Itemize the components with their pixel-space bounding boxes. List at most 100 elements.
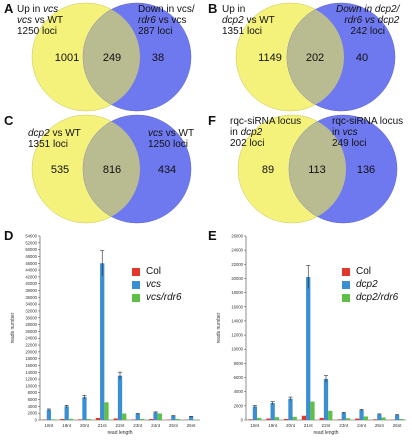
- y-tick-label: 14000: [25, 370, 37, 375]
- y-tick-label: 40000: [25, 281, 37, 286]
- venn-b-left-count: 1149: [258, 52, 282, 64]
- venn-b-overlap-count: 202: [305, 52, 325, 64]
- x-tick-label: 23nt: [339, 423, 349, 428]
- bar: [86, 418, 91, 420]
- bar: [284, 418, 289, 420]
- panel-label-a: A: [4, 1, 14, 16]
- venn-b-right-count: 40: [355, 52, 369, 64]
- bar: [355, 418, 360, 420]
- legend-label: vcs: [146, 279, 161, 290]
- venn-a-right-count: 38: [151, 52, 165, 64]
- legend-label: dcp2/rdr6: [356, 292, 399, 303]
- bar: [345, 418, 351, 420]
- x-axis-title: read length: [313, 430, 338, 436]
- y-tick-label: 4000: [28, 404, 38, 409]
- legend-d: Col vcs vcs/rdr6: [132, 266, 182, 305]
- venn-c-right-caption: vcs vs WT 1250 loci: [148, 128, 195, 150]
- venn-f-left-caption: rqc-siRNA locus in dcp2 202 loci: [230, 116, 302, 149]
- bar-chart-panel-e: E 0 2000 4000 6000 8000 10000 12000 14000 16000 1…: [206, 224, 412, 440]
- bar: [288, 398, 293, 420]
- bar: [363, 416, 368, 420]
- y-tick-label: 20000: [231, 276, 243, 281]
- y-tick-label: 22000: [25, 343, 37, 348]
- x-tick-label: 26nt: [393, 423, 403, 428]
- bar-chart-e: 0 2000 4000 6000 8000 10000 12000 14000 16000 180…: [216, 234, 406, 436]
- bar: [122, 413, 127, 420]
- y-tick-label: 36000: [25, 295, 37, 300]
- legend-swatch: [132, 293, 140, 302]
- legend-label: Col: [356, 266, 372, 277]
- x-tick-label: 20nt: [286, 423, 296, 428]
- bar: [306, 277, 311, 420]
- bar: [266, 418, 271, 420]
- bar: [68, 418, 74, 420]
- bar: [139, 418, 145, 420]
- venn-diagram-f: [237, 114, 398, 224]
- legend-swatch: [342, 293, 350, 302]
- bar: [394, 415, 400, 420]
- bar: [82, 397, 87, 420]
- legend-label: vcs/rdr6: [146, 292, 182, 303]
- y-tick-label: 8000: [28, 390, 38, 395]
- bar: [100, 263, 105, 420]
- bar: [337, 419, 342, 420]
- x-tick-label: 20nt: [80, 423, 90, 428]
- y-tick-label: 24000: [25, 336, 37, 341]
- panel-label-e: E: [208, 228, 217, 243]
- venn-panel-c: C dcp2 vs WT 1351 loci vcs vs WT 1250 lo…: [0, 112, 206, 224]
- y-tick-label: 50000: [25, 247, 37, 252]
- y-tick-label: 24000: [231, 248, 243, 253]
- y-axis-title: reads number: [216, 312, 222, 343]
- y-tick-label: 20000: [25, 349, 37, 354]
- panel-label-d: D: [4, 228, 14, 243]
- bar: [64, 406, 69, 420]
- y-tick-label: 12000: [231, 333, 243, 338]
- y-tick-label: 26000: [25, 329, 37, 334]
- bar: [319, 417, 324, 420]
- venn-diagram-c: [31, 114, 192, 224]
- venn-c-left-caption: dcp2 vs WT 1351 loci: [28, 128, 81, 150]
- legend-item: vcs/rdr6: [132, 292, 182, 303]
- y-tick-label: 0: [241, 418, 244, 423]
- venn-diagram-a: [31, 2, 192, 112]
- venn-a-overlap-count: 249: [102, 52, 122, 64]
- venn-panel-b: B Up in dcp2 vs WT 1351 loci Down in dcp…: [206, 0, 412, 112]
- legend-item: dcp2: [342, 279, 398, 290]
- legend-swatch: [342, 267, 350, 276]
- legend-item: dcp2/rdr6: [342, 292, 398, 303]
- y-tick-label: 44000: [25, 268, 37, 273]
- bar: [248, 419, 253, 420]
- bar: [95, 417, 101, 420]
- venn-panel-f: F rqc-siRNA locus in dcp2 202 loci rqc-s…: [206, 112, 412, 224]
- y-tick-label: 18000: [25, 356, 37, 361]
- y-tick-label: 6000: [234, 375, 244, 380]
- y-tick-label: 6000: [28, 397, 38, 402]
- bar: [310, 401, 315, 420]
- legend-label: dcp2: [356, 279, 378, 290]
- y-tick-label: 30000: [25, 315, 37, 320]
- x-tick-label: 24nt: [357, 423, 367, 428]
- y-axis-title: reads number: [10, 312, 16, 343]
- bar: [257, 417, 262, 420]
- y-tick-label: 54000: [25, 234, 37, 239]
- bar: [157, 413, 162, 420]
- bar-chart-panel-d: D 0 2000 4000 6000 8000 10000 12000 14000 16000 1…: [0, 224, 206, 440]
- x-tick-label: 18nt: [250, 423, 260, 428]
- panel-label-c: C: [4, 113, 14, 128]
- bar: [166, 419, 172, 420]
- y-tick-label: 18000: [231, 290, 243, 295]
- bar: [381, 417, 386, 420]
- y-tick-label: 42000: [25, 274, 37, 279]
- y-tick-label: 32000: [25, 308, 37, 313]
- venn-a-left-count: 1001: [54, 52, 80, 64]
- venn-c-right-count: 434: [157, 164, 177, 176]
- venn-a-right-caption: Down in vcs/ rdr6 vs vcs 287 loci: [138, 4, 195, 37]
- bar: [135, 413, 140, 420]
- x-axis-title: read length: [107, 430, 132, 436]
- bar: [301, 415, 307, 420]
- bar: [188, 416, 194, 420]
- bar: [175, 418, 180, 420]
- bar: [51, 419, 56, 420]
- venn-panel-a: A Up in vcs vcs vs WT 1250 loci Down in …: [0, 0, 206, 112]
- venn-a-left-caption: Up in vcs vcs vs WT 1250 loci: [17, 4, 64, 37]
